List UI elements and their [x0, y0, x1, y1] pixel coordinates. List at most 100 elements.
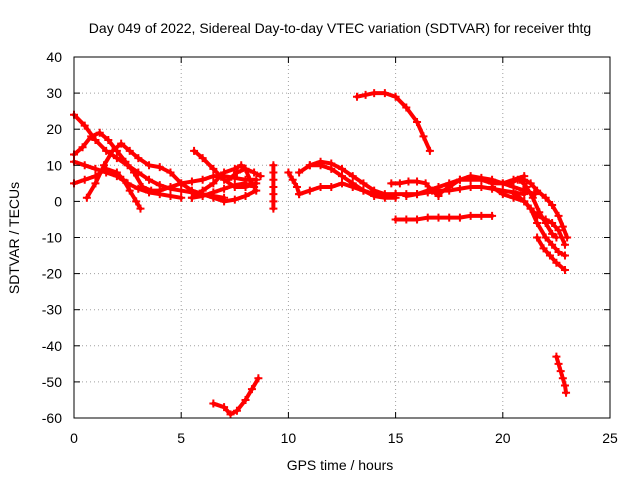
- data-point: [526, 204, 535, 213]
- data-point: [80, 175, 89, 184]
- data-point: [554, 226, 563, 235]
- series-track-15: [305, 161, 400, 202]
- data-point: [252, 179, 261, 188]
- y-tick-label: -40: [42, 338, 62, 354]
- data-point: [548, 240, 557, 249]
- data-point: [134, 184, 143, 193]
- data-point: [554, 359, 563, 368]
- data-point: [145, 161, 154, 170]
- series-line: [393, 213, 495, 222]
- data-point: [177, 179, 186, 188]
- data-point: [520, 197, 529, 206]
- y-tick-label: -60: [42, 410, 62, 426]
- data-point: [370, 191, 379, 200]
- series-track-5: [82, 139, 261, 206]
- data-point: [112, 168, 121, 177]
- data-point: [256, 172, 265, 181]
- data-point: [269, 161, 278, 170]
- data-point: [305, 161, 314, 170]
- series-track-20: [391, 211, 497, 224]
- data-point: [434, 213, 443, 222]
- data-point: [284, 168, 293, 177]
- data-point: [292, 182, 301, 191]
- data-point: [250, 168, 259, 177]
- data-point: [387, 179, 396, 188]
- data-point: [477, 182, 486, 191]
- y-axis-label: SDTVAR / TECUs: [6, 182, 22, 294]
- data-point: [241, 164, 250, 173]
- data-point: [104, 136, 113, 145]
- data-point: [522, 182, 531, 191]
- data-point: [198, 154, 207, 163]
- data-point: [95, 128, 104, 137]
- data-point: [177, 186, 186, 195]
- series-track-10: [209, 374, 263, 419]
- data-point: [230, 195, 239, 204]
- data-point: [209, 399, 218, 408]
- data-point: [136, 204, 145, 213]
- data-point: [541, 233, 550, 242]
- data-point: [108, 146, 117, 155]
- y-tick-label: -10: [42, 230, 62, 246]
- data-point: [359, 179, 368, 188]
- data-point: [423, 188, 432, 197]
- data-point: [220, 197, 229, 206]
- data-point: [190, 146, 199, 155]
- data-point: [498, 190, 507, 199]
- data-point: [423, 213, 432, 222]
- data-point: [155, 163, 164, 172]
- data-point: [121, 157, 130, 166]
- data-point: [505, 179, 514, 188]
- data-point: [562, 388, 571, 397]
- data-point: [187, 193, 196, 202]
- data-point: [488, 175, 497, 184]
- data-point: [361, 90, 370, 99]
- data-point: [380, 193, 389, 202]
- data-point: [526, 179, 535, 188]
- data-point: [91, 164, 100, 173]
- data-point: [295, 168, 304, 177]
- data-point: [554, 247, 563, 256]
- data-point: [119, 175, 128, 184]
- y-tick-label: -50: [42, 374, 62, 390]
- data-point: [380, 89, 389, 98]
- data-point: [166, 168, 175, 177]
- data-point: [560, 265, 569, 274]
- data-point: [528, 193, 537, 202]
- data-point: [558, 374, 567, 383]
- data-point: [541, 219, 550, 228]
- data-point: [359, 186, 368, 195]
- data-point: [155, 190, 164, 199]
- data-point: [563, 233, 572, 242]
- data-point: [241, 182, 250, 191]
- data-point: [402, 215, 411, 224]
- data-point: [466, 211, 475, 220]
- x-tick-label: 20: [495, 430, 511, 446]
- data-point: [254, 374, 263, 383]
- data-point: [145, 188, 154, 197]
- data-point: [515, 175, 524, 184]
- data-point: [541, 193, 550, 202]
- data-point: [198, 191, 207, 200]
- x-tick-label: 15: [388, 430, 404, 446]
- data-point: [455, 175, 464, 184]
- data-point: [395, 179, 404, 188]
- y-tick-label: 30: [46, 85, 62, 101]
- data-point: [421, 179, 430, 188]
- data-point: [402, 191, 411, 200]
- data-point: [132, 197, 141, 206]
- data-point: [269, 168, 278, 177]
- data-point: [241, 191, 250, 200]
- data-point: [224, 175, 233, 184]
- data-point: [338, 164, 346, 173]
- data-point: [241, 395, 250, 404]
- data-point: [445, 182, 454, 191]
- data-point: [466, 172, 475, 181]
- data-point: [477, 211, 486, 220]
- data-point: [413, 117, 422, 126]
- data-point: [327, 182, 336, 191]
- data-point: [220, 184, 229, 193]
- data-point: [488, 211, 497, 220]
- y-tick-label: 20: [46, 121, 62, 137]
- data-point: [545, 251, 554, 260]
